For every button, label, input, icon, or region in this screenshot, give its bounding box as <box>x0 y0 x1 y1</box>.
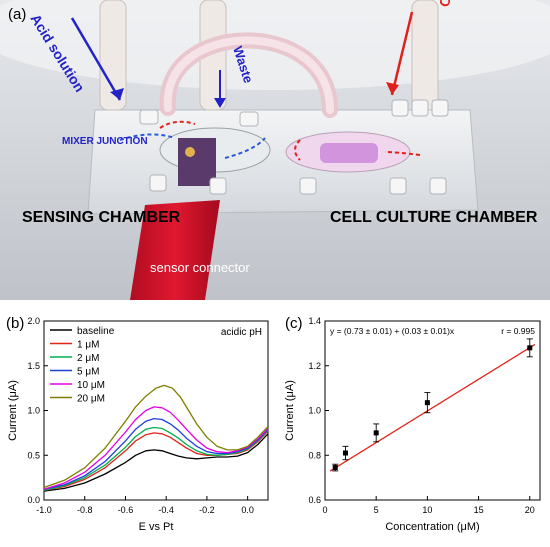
series-line-4 <box>43 406 269 490</box>
cell-culture-area <box>320 143 378 163</box>
legend-label-3: 5 μM <box>77 367 99 378</box>
sensor-electrode <box>178 138 216 186</box>
y-tick-label: 0.8 <box>308 450 321 460</box>
r-value: r = 0.995 <box>501 326 535 336</box>
medium-arrow <box>390 11 414 96</box>
sensor-connector-label: sensor connector <box>150 260 250 275</box>
acid-inlet-tube <box>99 0 127 111</box>
flow-arrow-culture <box>384 151 421 156</box>
mixer-junction-label: MIXER JUNCTION <box>62 136 148 147</box>
series-line-0 <box>43 433 269 492</box>
legend-label-2: 2 μM <box>77 353 99 364</box>
y-tick-label: 0.0 <box>27 495 40 505</box>
x-axis-label: E vs Pt <box>139 521 174 533</box>
device-photo: Acid solution Waste Cell culture medium … <box>0 0 550 300</box>
data-point-3 <box>424 400 430 406</box>
data-point-1 <box>342 450 348 456</box>
electrode-dot <box>185 147 195 157</box>
x-tick-label: 0.0 <box>241 505 254 515</box>
flow-arrow-waste <box>224 137 266 159</box>
calibration-plot: 0 5 10 15 20 0.6 0.8 1.0 1.2 1.4 Concentration (μM… <box>284 316 541 533</box>
series-line-5 <box>43 384 269 489</box>
legend-label-5: 20 μM <box>77 394 105 405</box>
y-tick-label: 1.5 <box>27 361 40 371</box>
x-tick-label: -0.2 <box>199 505 215 515</box>
chart-annotation: acidic pH <box>221 327 262 338</box>
flow-arrow-acid <box>119 133 176 141</box>
microfluidic-chip <box>87 109 479 215</box>
fit-equation: y = (0.73 ± 0.01) + (0.03 ± 0.01)x <box>330 326 455 336</box>
data-point-0 <box>332 465 338 471</box>
x-tick-label: 20 <box>525 505 535 515</box>
x-tick-label: -1.0 <box>36 505 52 515</box>
data-point-2 <box>373 430 379 436</box>
sensing-chamber-label: SENSING CHAMBER <box>22 209 181 226</box>
x-tick-label: 15 <box>474 505 484 515</box>
plot-frame <box>324 320 541 501</box>
flow-arrow-medium-in <box>159 120 196 129</box>
x-tick-label: -0.8 <box>77 505 93 515</box>
panel-label-a: (a) <box>8 6 27 23</box>
acid-arrow <box>70 17 122 101</box>
calibration-chart: 0 5 10 15 20 0.6 0.8 1.0 1.2 1.4 Concentration (μM… <box>275 305 550 542</box>
data-point-4 <box>527 345 533 351</box>
sensor-connector-cable <box>130 200 220 300</box>
y-axis-label: Current (μA) <box>7 380 19 441</box>
medium-inlet-tube <box>411 0 439 111</box>
legend-label-1: 1 μM <box>77 340 99 351</box>
x-tick-label: 5 <box>374 505 379 515</box>
y-tick-label: 1.0 <box>308 406 321 416</box>
fit-line <box>329 343 536 472</box>
x-tick-label: 10 <box>422 505 432 515</box>
voltammetry-plot: -1.0 -0.8 -0.6 -0.4 -0.2 0.0 0.0 0.5 1.0 1.5 2.0 E … <box>7 316 269 533</box>
cell-culture-chamber-label: CELL CULTURE CHAMBER <box>330 209 538 226</box>
series-line-1 <box>43 430 269 491</box>
device-photo-drawing: Acid solution Waste Cell culture medium … <box>0 0 550 300</box>
panel-label-c: (c) <box>285 315 303 332</box>
legend-label-4: 10 μM <box>77 380 105 391</box>
y-tick-label: 0.5 <box>27 450 40 460</box>
x-tick-label: -0.6 <box>118 505 134 515</box>
legend-label-0: baseline <box>77 326 115 337</box>
x-tick-label: 0 <box>322 505 327 515</box>
y-tick-label: 1.4 <box>308 316 321 326</box>
series-line-3 <box>43 417 269 490</box>
voltammetry-chart: -1.0 -0.8 -0.6 -0.4 -0.2 0.0 0.0 0.5 1.0 1.5 2.0 E … <box>0 305 275 542</box>
x-tick-label: -0.4 <box>158 505 174 515</box>
y-tick-label: 1.0 <box>27 406 40 416</box>
y-tick-label: 0.6 <box>308 495 321 505</box>
x-axis-label: Concentration (μM) <box>385 521 479 533</box>
y-axis-label: Current (μA) <box>284 380 296 441</box>
y-tick-label: 2.0 <box>27 316 40 326</box>
y-tick-label: 1.2 <box>308 361 321 371</box>
series-line-2 <box>43 426 269 491</box>
panel-label-b: (b) <box>6 315 25 332</box>
